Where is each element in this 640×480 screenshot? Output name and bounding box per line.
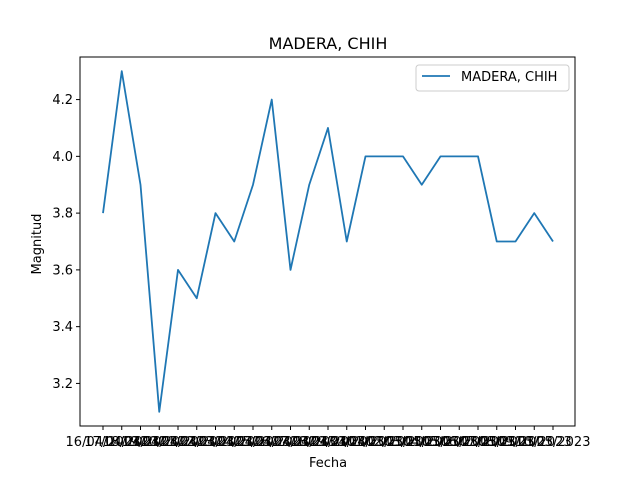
- x-tick-label: 17/04/2023: [84, 435, 159, 450]
- x-tick-label: 25/04/2023: [234, 435, 309, 450]
- x-tick-label: 03/05/2023: [384, 435, 459, 450]
- x-tick-label: 30/04/2023: [328, 435, 403, 450]
- x-axis-ticks: 16/04/202317/04/202318/04/202319/04/2023…: [66, 426, 591, 450]
- x-tick-label: 20/04/2023: [141, 435, 216, 450]
- x-tick-label: 28/04/2023: [291, 435, 366, 450]
- x-tick-label: 19/04/2023: [122, 435, 197, 450]
- x-tick-label: 27/04/2023: [272, 435, 347, 450]
- y-tick-label: 3.4: [52, 320, 73, 335]
- x-axis-label: Fecha: [309, 456, 347, 471]
- y-tick-label: 3.2: [52, 377, 73, 392]
- x-tick-label: 10/05/2023: [516, 435, 591, 450]
- x-tick-label: 21/04/2023: [159, 435, 234, 450]
- y-tick-label: 3.6: [52, 263, 73, 278]
- x-tick-label: 16/04/2023: [66, 435, 141, 450]
- legend-box: [415, 64, 570, 92]
- y-tick-label: 4.2: [52, 93, 73, 108]
- x-tick-label: 29/04/2023: [309, 435, 384, 450]
- x-tick-label: 08/05/2023: [478, 435, 553, 450]
- x-tick-label: 18/04/2023: [103, 435, 178, 450]
- x-tick-label: 07/05/2023: [459, 435, 534, 450]
- x-tick-label: 02/05/2023: [366, 435, 441, 450]
- legend-entry: MADERA, CHIH: [461, 70, 557, 85]
- x-tick-label: 24/04/2023: [216, 435, 291, 450]
- series-line: [102, 70, 554, 413]
- x-tick-label: 23/04/2023: [197, 435, 272, 450]
- y-axis-label: Magnitud: [30, 214, 45, 275]
- x-tick-label: 09/05/2023: [497, 435, 572, 450]
- x-tick-label: 22/04/2023: [178, 435, 253, 450]
- y-tick-label: 4.0: [52, 150, 73, 165]
- x-tick-label: 05/05/2023: [422, 435, 497, 450]
- y-tick-label: 3.8: [52, 207, 73, 222]
- x-tick-label: 04/05/2023: [403, 435, 478, 450]
- chart-title: MADERA, CHIH: [269, 34, 388, 53]
- x-tick-label: 06/05/2023: [441, 435, 516, 450]
- x-tick-label: 26/04/2023: [253, 435, 328, 450]
- legend: MADERA, CHIH: [415, 64, 570, 92]
- x-tick-label: 01/05/2023: [347, 435, 422, 450]
- y-axis-ticks: 3.2 3.4 3.6 3.8 4.0 4.2: [52, 93, 80, 392]
